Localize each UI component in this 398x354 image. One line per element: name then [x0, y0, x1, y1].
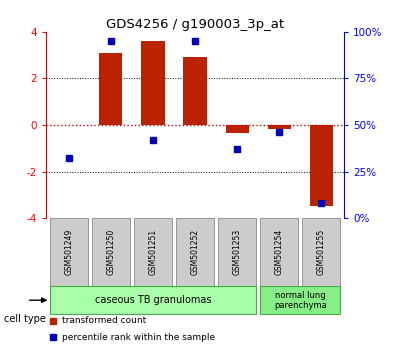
- Text: GSM501249: GSM501249: [64, 229, 73, 275]
- Text: normal lung
parenchyma: normal lung parenchyma: [274, 291, 326, 310]
- Text: GSM501255: GSM501255: [317, 229, 326, 275]
- Text: percentile rank within the sample: percentile rank within the sample: [62, 332, 215, 342]
- FancyBboxPatch shape: [50, 286, 256, 314]
- Bar: [183, 57, 207, 125]
- Text: transformed count: transformed count: [62, 316, 146, 325]
- FancyBboxPatch shape: [218, 218, 256, 286]
- FancyBboxPatch shape: [50, 218, 88, 286]
- Text: GSM501251: GSM501251: [148, 229, 158, 275]
- Text: GSM501250: GSM501250: [106, 229, 115, 275]
- FancyBboxPatch shape: [176, 218, 214, 286]
- FancyBboxPatch shape: [134, 218, 172, 286]
- FancyBboxPatch shape: [260, 286, 340, 314]
- Text: cell type: cell type: [4, 314, 46, 324]
- FancyBboxPatch shape: [302, 218, 340, 286]
- FancyBboxPatch shape: [92, 218, 130, 286]
- Bar: [141, 41, 164, 125]
- Bar: [226, 125, 249, 133]
- FancyBboxPatch shape: [260, 218, 298, 286]
- Bar: [310, 125, 333, 206]
- Title: GDS4256 / g190003_3p_at: GDS4256 / g190003_3p_at: [106, 18, 284, 31]
- Text: GSM501253: GSM501253: [232, 229, 242, 275]
- Bar: [267, 125, 291, 129]
- Bar: [100, 53, 123, 125]
- Text: GSM501254: GSM501254: [275, 229, 284, 275]
- Text: GSM501252: GSM501252: [191, 229, 199, 275]
- Text: caseous TB granulomas: caseous TB granulomas: [95, 295, 211, 305]
